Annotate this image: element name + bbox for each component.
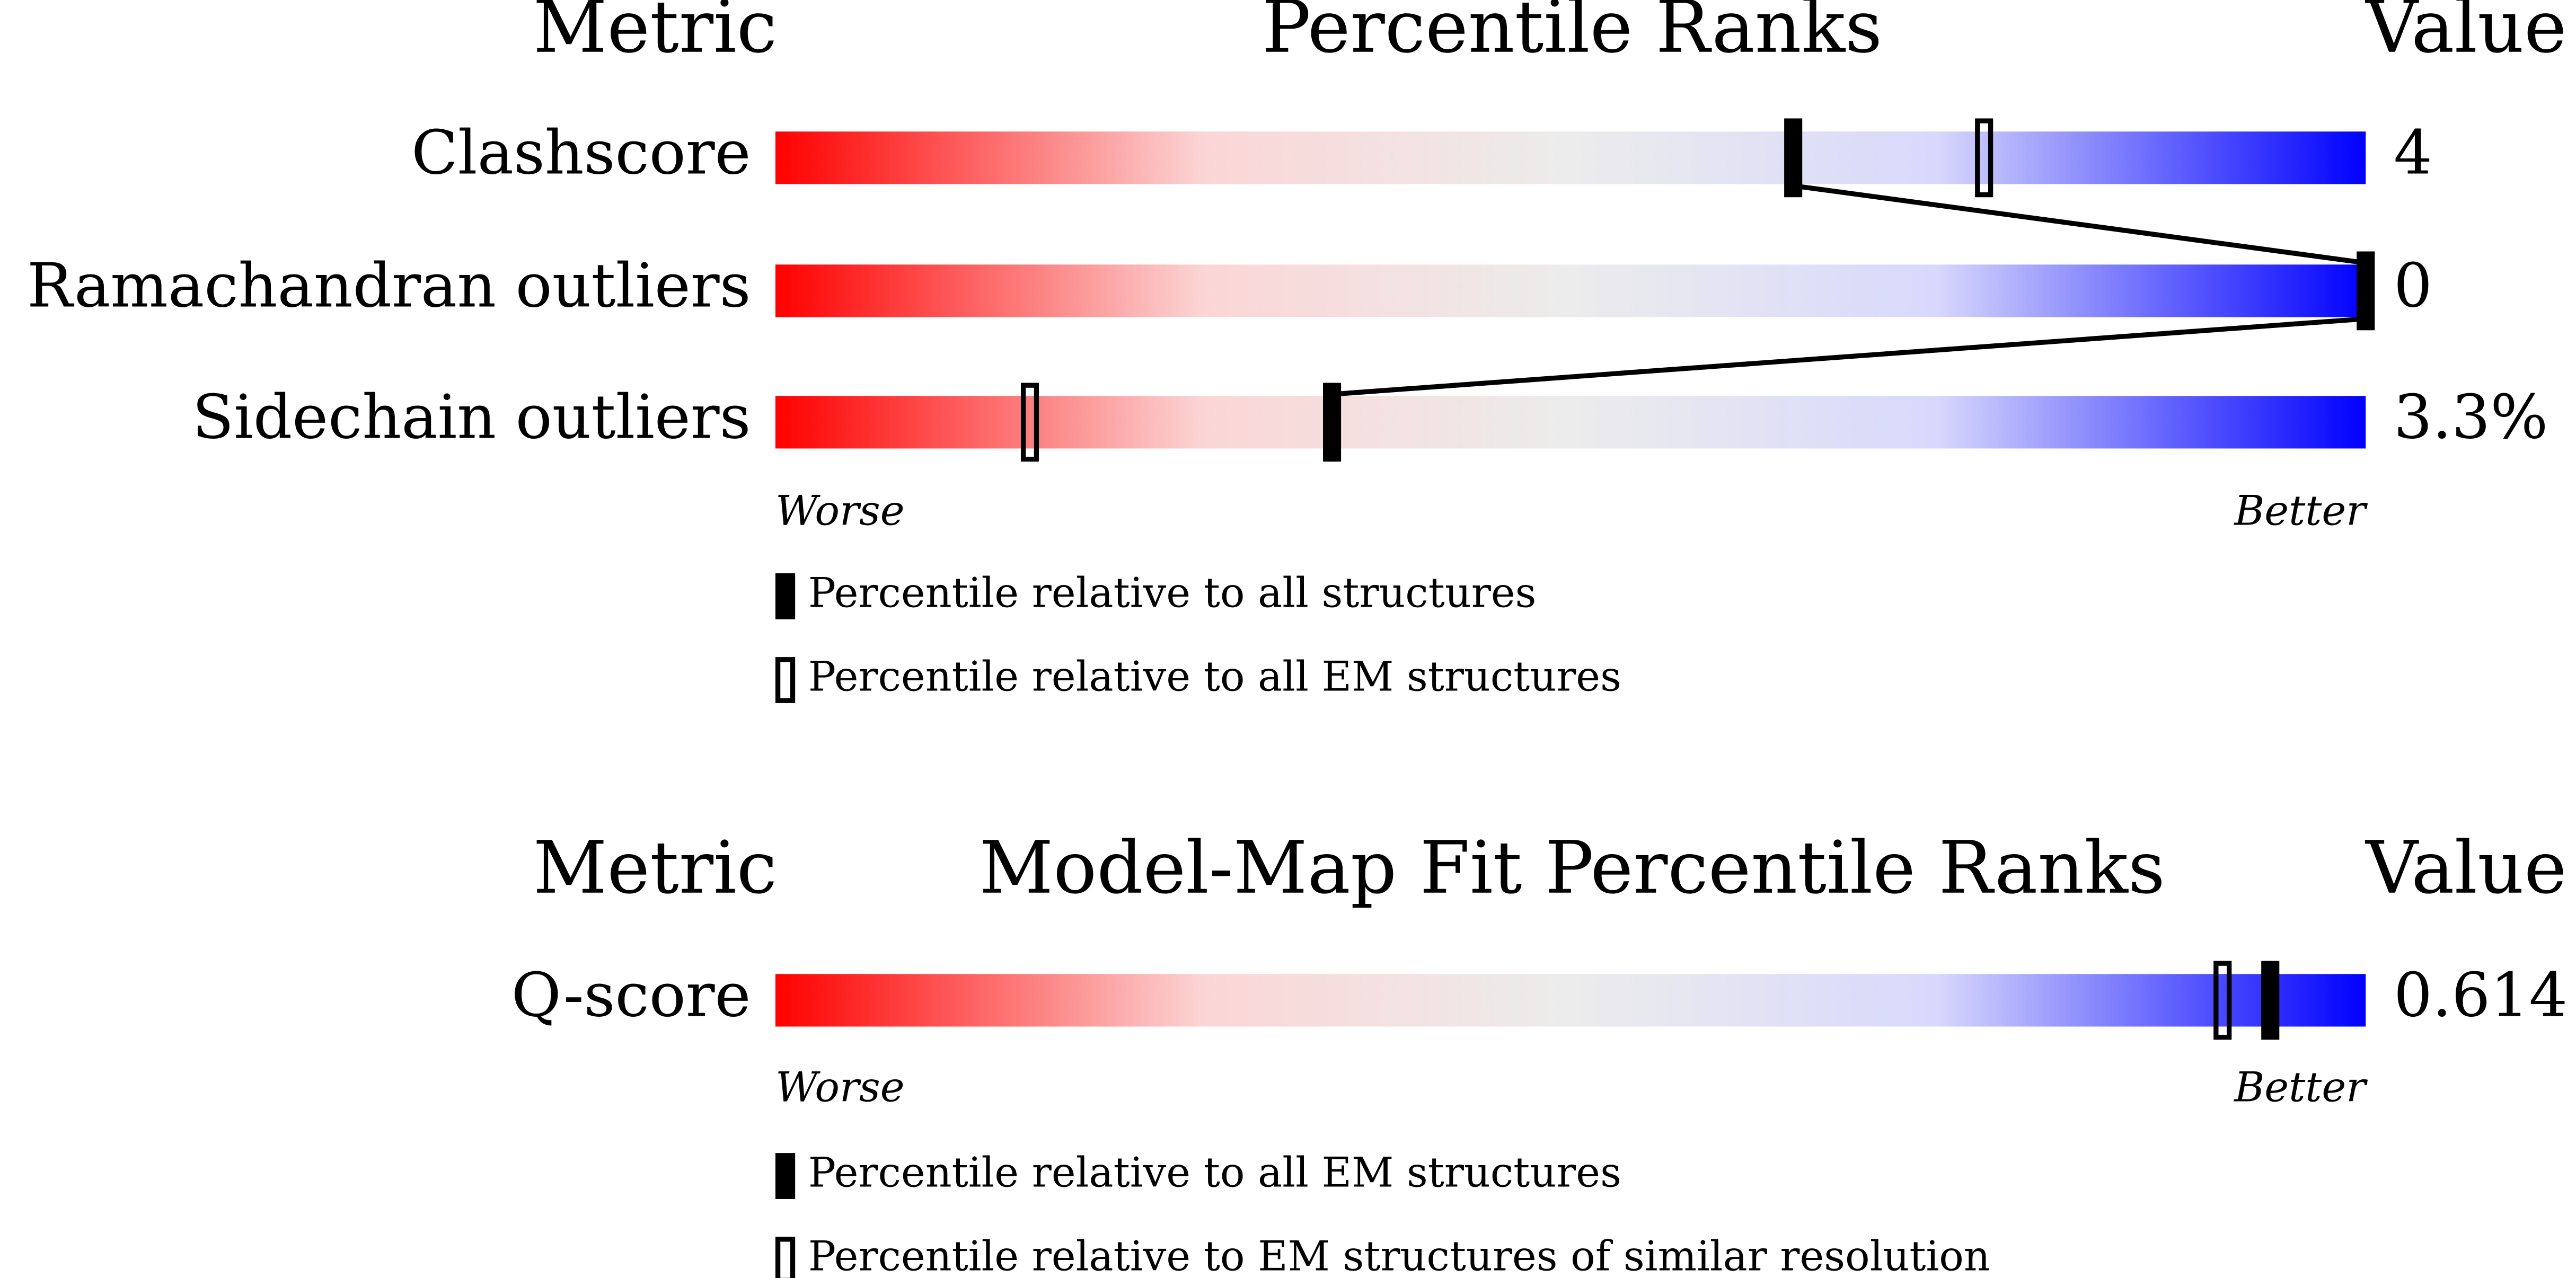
legend-icon-open	[775, 657, 796, 703]
header-title: Percentile Ranks	[1262, 0, 1882, 69]
marker-open	[1020, 383, 1039, 462]
connector-line	[1331, 316, 2366, 397]
connector-line	[1793, 183, 2366, 265]
percentile-bar	[775, 131, 2366, 184]
marker-open	[2213, 961, 2232, 1040]
legend-icon-filled	[775, 573, 796, 619]
legend-label: Percentile relative to all EM structures	[808, 1149, 1621, 1197]
metric-value: 0	[2394, 251, 2432, 321]
percentile-bar	[775, 974, 2366, 1027]
metric-label: Ramachandran outliers	[27, 251, 751, 321]
header-title: Model-Map Fit Percentile Ranks	[980, 826, 2165, 910]
header-metric: Metric	[533, 0, 777, 69]
percentile-bar	[775, 264, 2366, 317]
metric-value: 0.614	[2394, 960, 2568, 1031]
percentile-bar	[775, 396, 2366, 449]
marker-open	[1975, 118, 1993, 198]
worse-label: Worse	[775, 1063, 905, 1111]
metric-label: Q-score	[511, 960, 751, 1031]
metric-value: 4	[2394, 118, 2432, 188]
legend-label: Percentile relative to all EM structures	[808, 653, 1621, 700]
legend-icon-open	[775, 1237, 796, 1278]
legend-icon-filled	[775, 1153, 796, 1199]
legend-label: Percentile relative to all structures	[808, 569, 1536, 617]
metric-value: 3.3%	[2394, 382, 2548, 452]
header-metric: Metric	[533, 826, 777, 910]
marker-filled	[2261, 961, 2280, 1040]
worse-label: Worse	[775, 487, 905, 535]
header-value: Value	[2365, 826, 2566, 910]
better-label: Better	[2233, 487, 2368, 535]
header-value: Value	[2365, 0, 2566, 69]
legend-label: Percentile relative to EM structures of …	[808, 1233, 1990, 1278]
better-label: Better	[2233, 1063, 2368, 1111]
metric-label: Sidechain outliers	[192, 382, 751, 452]
metric-label: Clashscore	[411, 118, 751, 188]
